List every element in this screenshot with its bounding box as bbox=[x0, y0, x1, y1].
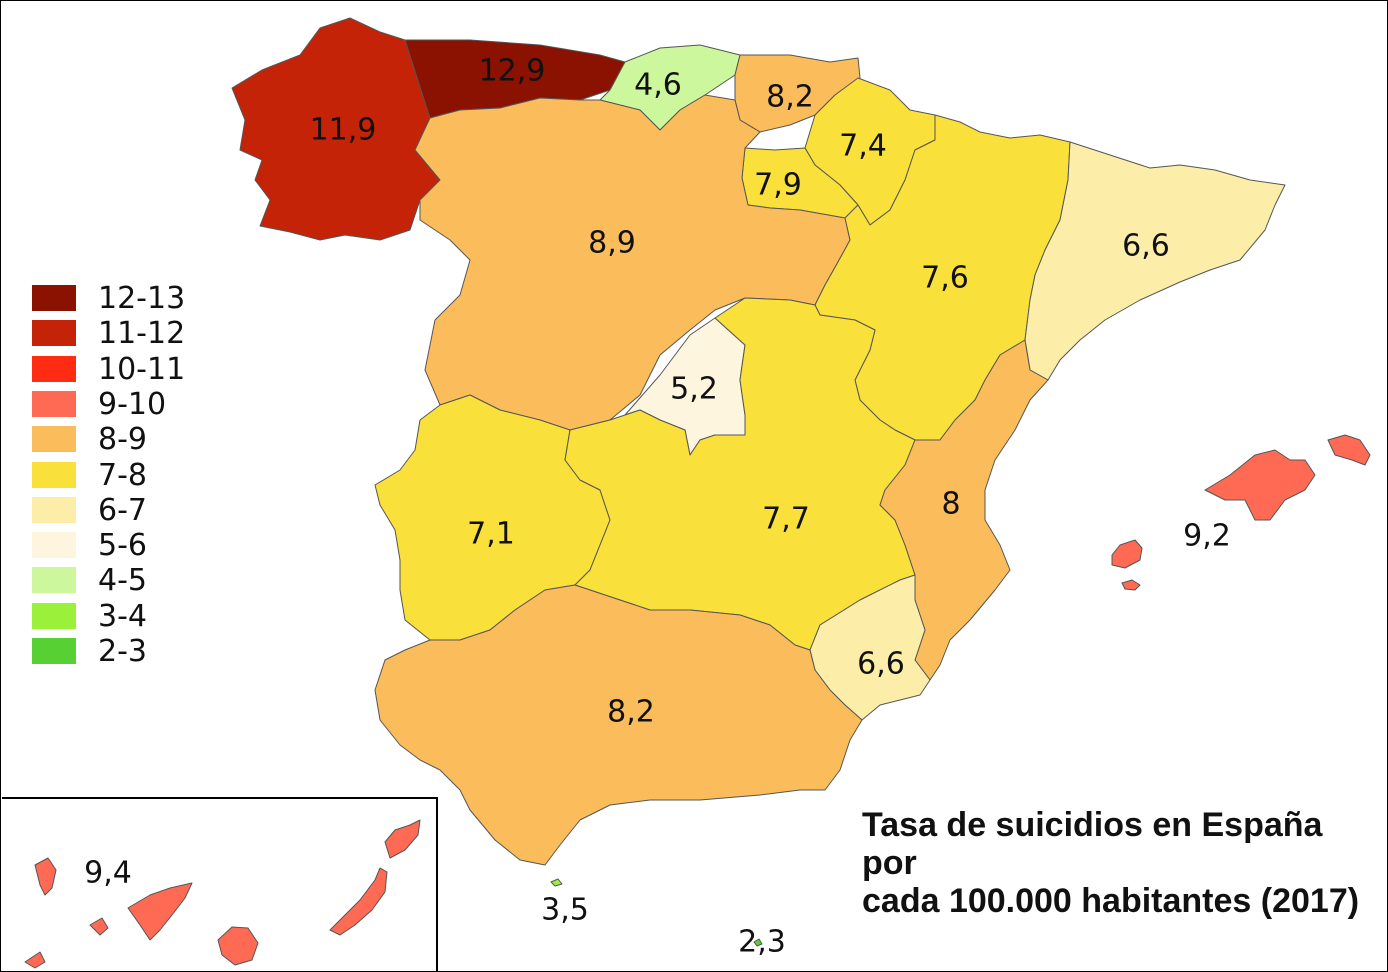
region-andalucia bbox=[374, 584, 863, 866]
legend-item: 5-6 bbox=[32, 530, 232, 565]
legend-swatch bbox=[32, 602, 76, 629]
label-cataluna: 6,6 bbox=[1122, 229, 1170, 264]
label-murcia: 6,6 bbox=[857, 647, 905, 682]
legend-label: 12-13 bbox=[98, 281, 186, 316]
legend-item: 2-3 bbox=[32, 636, 232, 671]
label-canarias: 9,4 bbox=[84, 856, 132, 891]
legend-swatch bbox=[32, 390, 76, 417]
title-line-2: cada 100.000 habitantes (2017) bbox=[862, 882, 1360, 920]
region-baleares bbox=[1111, 434, 1371, 591]
label-asturias: 12,9 bbox=[479, 54, 546, 89]
legend-label: 6-7 bbox=[98, 492, 147, 528]
legend-item: 10-11 bbox=[32, 351, 232, 389]
legend-item: 3-4 bbox=[32, 598, 232, 636]
legend-label: 4-5 bbox=[98, 563, 147, 599]
region-ceuta bbox=[550, 878, 563, 887]
legend-swatch bbox=[32, 426, 76, 453]
map-title: Tasa de suicidios en España por cada 100… bbox=[862, 806, 1362, 920]
legend-swatch bbox=[32, 285, 76, 311]
legend-item: 11-12 bbox=[32, 318, 232, 353]
region-cataluna bbox=[1024, 141, 1286, 381]
label-melilla: 2,3 bbox=[738, 925, 786, 960]
legend-item: 4-5 bbox=[32, 565, 232, 600]
label-baleares: 9,2 bbox=[1183, 519, 1231, 554]
label-aragon: 7,6 bbox=[921, 261, 969, 296]
label-castilla-la-mancha: 7,7 bbox=[762, 502, 810, 537]
label-navarra: 7,4 bbox=[839, 129, 887, 164]
legend-item: 9-10 bbox=[32, 386, 232, 424]
legend-label: 9-10 bbox=[98, 386, 167, 422]
legend-swatch bbox=[32, 567, 76, 594]
legend-swatch bbox=[32, 638, 76, 664]
label-pais-vasco: 8,2 bbox=[766, 80, 814, 115]
legend-item: 6-7 bbox=[32, 492, 232, 530]
label-galicia: 11,9 bbox=[310, 113, 377, 148]
legend-swatch bbox=[32, 355, 76, 382]
legend-item: 8-9 bbox=[32, 424, 232, 459]
label-madrid: 5,2 bbox=[670, 372, 718, 407]
label-castilla-y-leon: 8,9 bbox=[588, 226, 636, 261]
legend-swatch bbox=[32, 496, 76, 523]
legend-item: 7-8 bbox=[32, 457, 232, 495]
legend-label: 10-11 bbox=[98, 351, 186, 387]
legend-label: 7-8 bbox=[98, 457, 147, 493]
label-cantabria: 4,6 bbox=[634, 68, 682, 103]
label-andalucia: 8,2 bbox=[607, 695, 655, 730]
label-la-rioja: 7,9 bbox=[754, 168, 802, 203]
label-extremadura: 7,1 bbox=[467, 517, 515, 552]
legend-label: 11-12 bbox=[98, 316, 186, 352]
title-line-1: Tasa de suicidios en España por bbox=[862, 806, 1323, 882]
legend-swatch bbox=[32, 461, 76, 488]
region-melilla bbox=[753, 938, 763, 947]
legend-label: 2-3 bbox=[98, 634, 147, 669]
region-galicia bbox=[231, 17, 441, 241]
legend-swatch bbox=[32, 320, 76, 347]
region-canarias bbox=[24, 819, 421, 969]
legend-label: 5-6 bbox=[98, 528, 147, 564]
legend-label: 3-4 bbox=[98, 598, 147, 634]
label-ceuta: 3,5 bbox=[541, 893, 589, 928]
canarias-inset-frame bbox=[2, 797, 438, 971]
legend-swatch bbox=[32, 532, 76, 559]
legend-label: 8-9 bbox=[98, 422, 147, 458]
legend-item: 12-13 bbox=[32, 283, 232, 318]
label-comunidad-valenciana: 8 bbox=[941, 487, 960, 522]
